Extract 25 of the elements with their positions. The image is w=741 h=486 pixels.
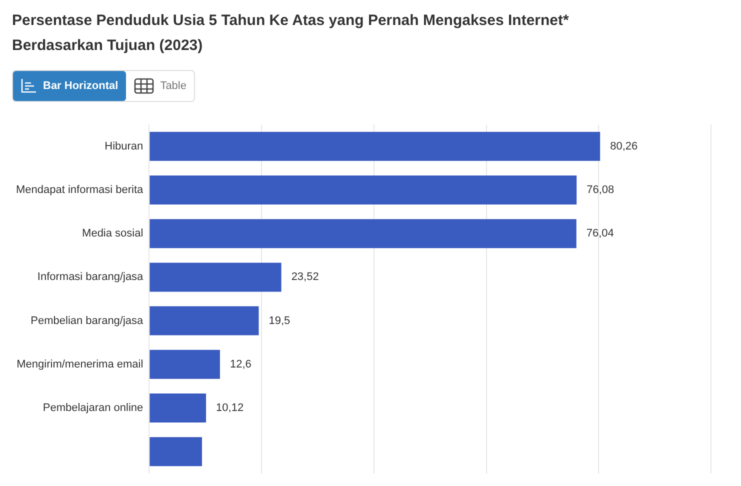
bar [150,262,282,292]
y-tick-label: Mengirim/menerima email [16,358,144,370]
chart-button[interactable]: Bar Horizontal [13,71,126,101]
bar [150,219,576,248]
bar [150,437,202,466]
table-button[interactable]: Table [126,71,194,101]
y-tick-label: Hiburan [104,140,144,152]
data-label: 76,08 [586,184,614,196]
bar [150,176,577,204]
y-tick-label: Media sosial [82,228,144,240]
data-label: 10,12 [216,402,244,414]
y-tick-label: Informasi barang/jasa [37,271,144,284]
bar [150,306,259,336]
data-label: 19,5 [268,314,290,327]
data-label: 23,52 [291,271,319,284]
y-tick-label: Pembelian barang/jasa [30,314,144,327]
y-tick-label: Pembelajaran online [42,402,144,414]
chart-title: Persentase Penduduk Usia 5 Tahun Ke Atas yang Pernah Mengakses Internet* Berdasarkan Tujuan (2023) [12,11,570,56]
data-label: 12,6 [230,358,252,370]
data-label: 76,04 [586,228,614,240]
bar [150,394,206,422]
data-label: 80,26 [610,140,638,152]
bar [150,132,600,161]
y-tick-label: Mendapat informasi berita [16,184,144,196]
bar [150,350,220,379]
